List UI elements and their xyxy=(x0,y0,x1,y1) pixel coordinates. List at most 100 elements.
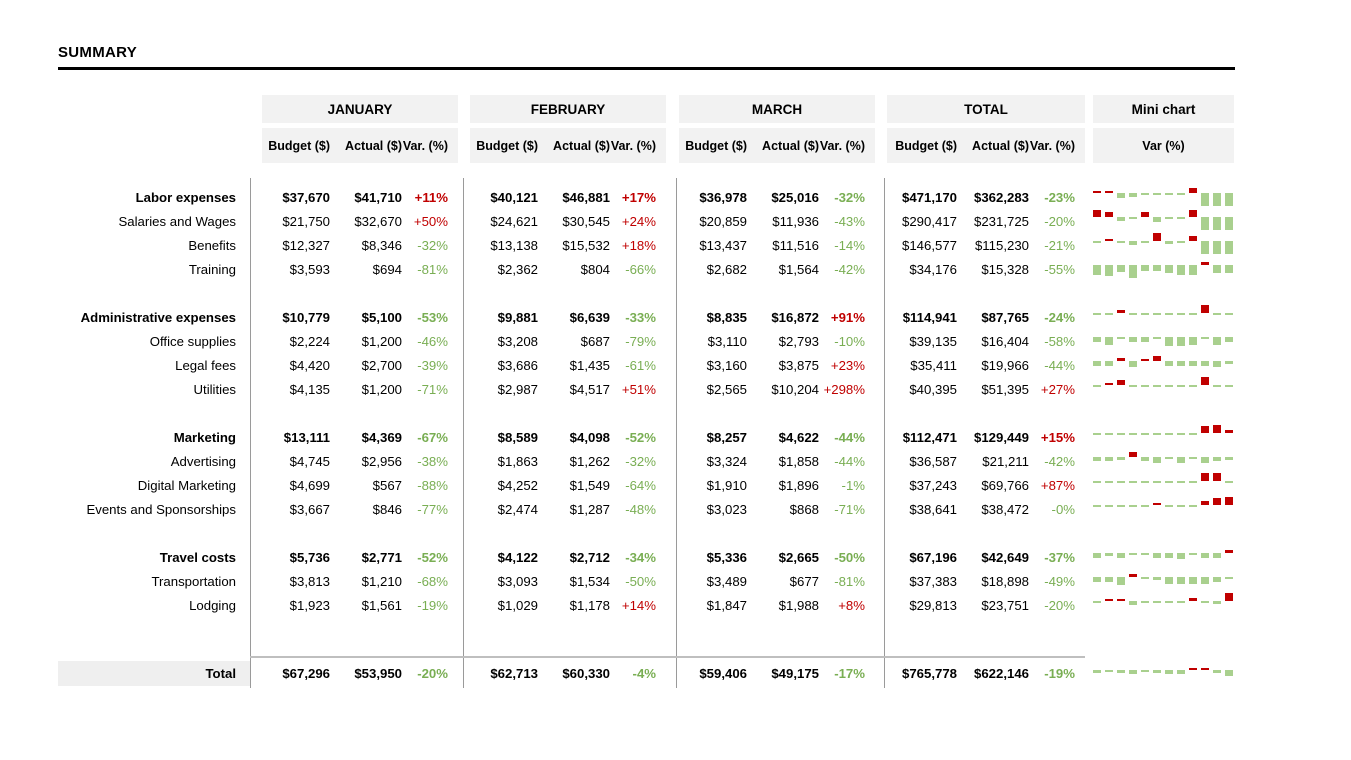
spark-bar xyxy=(1117,380,1125,385)
month-block-mar: $3,324 $1,858 -44% xyxy=(679,454,875,469)
month-block-mar: $5,336 $2,665 -50% xyxy=(679,550,875,565)
budget-cell: $3,593 xyxy=(289,261,330,277)
spark-bar xyxy=(1201,262,1209,265)
actual-cell: $846 xyxy=(372,501,402,517)
mini-chart xyxy=(1093,425,1234,449)
actual-cell: $567 xyxy=(372,477,402,493)
expense-group: Travel costs $5,736 $2,771 -52% $4,122 $2,712… xyxy=(58,545,1235,617)
row-label: Salaries and Wages xyxy=(118,213,236,229)
column-gap xyxy=(666,95,679,123)
var-cell: +11% xyxy=(414,189,448,205)
month-block-jan: $5,736 $2,771 -52% xyxy=(262,550,458,565)
var-cell: -52% xyxy=(417,549,448,565)
spark-bar xyxy=(1129,481,1137,483)
budget-cell: $2,987 xyxy=(497,381,538,397)
budget-cell: $3,208 xyxy=(497,333,538,349)
spark-bar xyxy=(1177,361,1185,366)
spark-bar xyxy=(1129,669,1137,674)
month-block-mar: $3,023 $868 -71% xyxy=(679,502,875,517)
row-label: Advertising xyxy=(170,453,236,469)
spark-bar xyxy=(1129,574,1137,577)
spark-bar xyxy=(1165,313,1173,315)
spark-bar xyxy=(1093,505,1101,507)
actual-cell: $115,230 xyxy=(974,237,1029,253)
actual-cell: $1,287 xyxy=(569,501,610,517)
var-cell: -66% xyxy=(625,261,656,277)
actual-column-header: Actual ($) xyxy=(762,138,819,153)
spark-bar xyxy=(1117,337,1125,339)
budget-cell: $37,383 xyxy=(909,573,957,589)
budget-cell: $10,779 xyxy=(282,309,330,325)
spark-bar xyxy=(1225,669,1233,676)
var-column-header: Var. (%) xyxy=(610,138,656,153)
month-block-total: $290,417 $231,725 -20% xyxy=(887,214,1085,229)
budget-cell: $3,093 xyxy=(497,573,538,589)
header-sub-row: Budget ($) Actual ($) Var. (%) Budget ($) Ac… xyxy=(58,128,1235,163)
spark-bar xyxy=(1189,385,1197,387)
spark-bar xyxy=(1141,577,1149,579)
spark-bar xyxy=(1153,601,1161,603)
spark-bar xyxy=(1153,313,1161,315)
actual-cell: $8,346 xyxy=(361,237,402,253)
budget-cell: $39,135 xyxy=(909,333,957,349)
spark-bar xyxy=(1153,356,1161,361)
month-block-mar: $2,682 $1,564 -42% xyxy=(679,262,875,277)
var-cell: -39% xyxy=(417,357,448,373)
spark-bar xyxy=(1201,473,1209,481)
spark-bar xyxy=(1117,457,1125,460)
budget-column-header: Budget ($) xyxy=(685,138,747,153)
spark-bar xyxy=(1201,667,1209,670)
var-cell: -50% xyxy=(834,549,865,565)
sub-header-block: Budget ($) Actual ($) Var. (%) xyxy=(470,128,666,163)
month-block-mar: $8,835 $16,872 +91% xyxy=(679,310,875,325)
month-block-total: $37,243 $69,766 +87% xyxy=(887,478,1085,493)
budget-cell: $34,176 xyxy=(909,261,957,277)
spark-bar xyxy=(1129,361,1137,367)
spark-bar xyxy=(1141,241,1149,243)
spark-bar xyxy=(1213,577,1221,582)
spark-bar xyxy=(1189,210,1197,217)
row-label: Benefits xyxy=(188,237,236,253)
budget-cell: $3,813 xyxy=(289,573,330,589)
budget-cell: $2,682 xyxy=(706,261,747,277)
spark-bar xyxy=(1189,505,1197,507)
column-gap xyxy=(250,95,262,123)
actual-cell: $15,328 xyxy=(981,261,1029,277)
var-cell: -38% xyxy=(417,453,448,469)
budget-cell: $8,835 xyxy=(706,309,747,325)
table-row: Legal fees $4,420 $2,700 -39% $3,686 $1,435 -6… xyxy=(58,353,1235,377)
spark-bar xyxy=(1165,577,1173,584)
spark-bar xyxy=(1141,457,1149,461)
actual-cell: $2,793 xyxy=(778,333,819,349)
spark-bar xyxy=(1165,433,1173,435)
var-cell: -19% xyxy=(417,597,448,613)
spark-bar xyxy=(1225,497,1233,505)
spark-bar xyxy=(1213,361,1221,367)
spark-bar xyxy=(1105,433,1113,435)
spark-bar xyxy=(1225,577,1233,579)
spark-bar xyxy=(1225,265,1233,273)
spark-bar xyxy=(1213,241,1221,254)
spark-bar xyxy=(1177,385,1185,387)
actual-cell: $3,875 xyxy=(778,357,819,373)
month-block-jan: $4,420 $2,700 -39% xyxy=(262,358,458,373)
spark-bar xyxy=(1105,553,1113,556)
month-block-mar: $20,859 $11,936 -43% xyxy=(679,214,875,229)
spark-bar xyxy=(1105,481,1113,483)
actual-cell: $622,146 xyxy=(973,666,1029,681)
spark-bar xyxy=(1129,265,1137,278)
var-cell: -33% xyxy=(625,309,656,325)
table-row: Lodging $1,923 $1,561 -19% $1,029 $1,178 +14% $… xyxy=(58,593,1235,617)
spark-bar xyxy=(1153,669,1161,673)
budget-cell: $4,252 xyxy=(497,477,538,493)
actual-cell: $1,534 xyxy=(569,573,610,589)
mini-chart xyxy=(1093,233,1234,257)
spark-bar xyxy=(1117,358,1125,361)
spark-bar xyxy=(1213,385,1221,387)
spark-bar xyxy=(1129,241,1137,245)
var-column-header: Var. (%) xyxy=(402,138,448,153)
month-block-feb: $3,208 $687 -79% xyxy=(470,334,666,349)
spark-bar xyxy=(1189,337,1197,345)
spark-bar xyxy=(1177,313,1185,315)
spark-bar xyxy=(1213,553,1221,558)
